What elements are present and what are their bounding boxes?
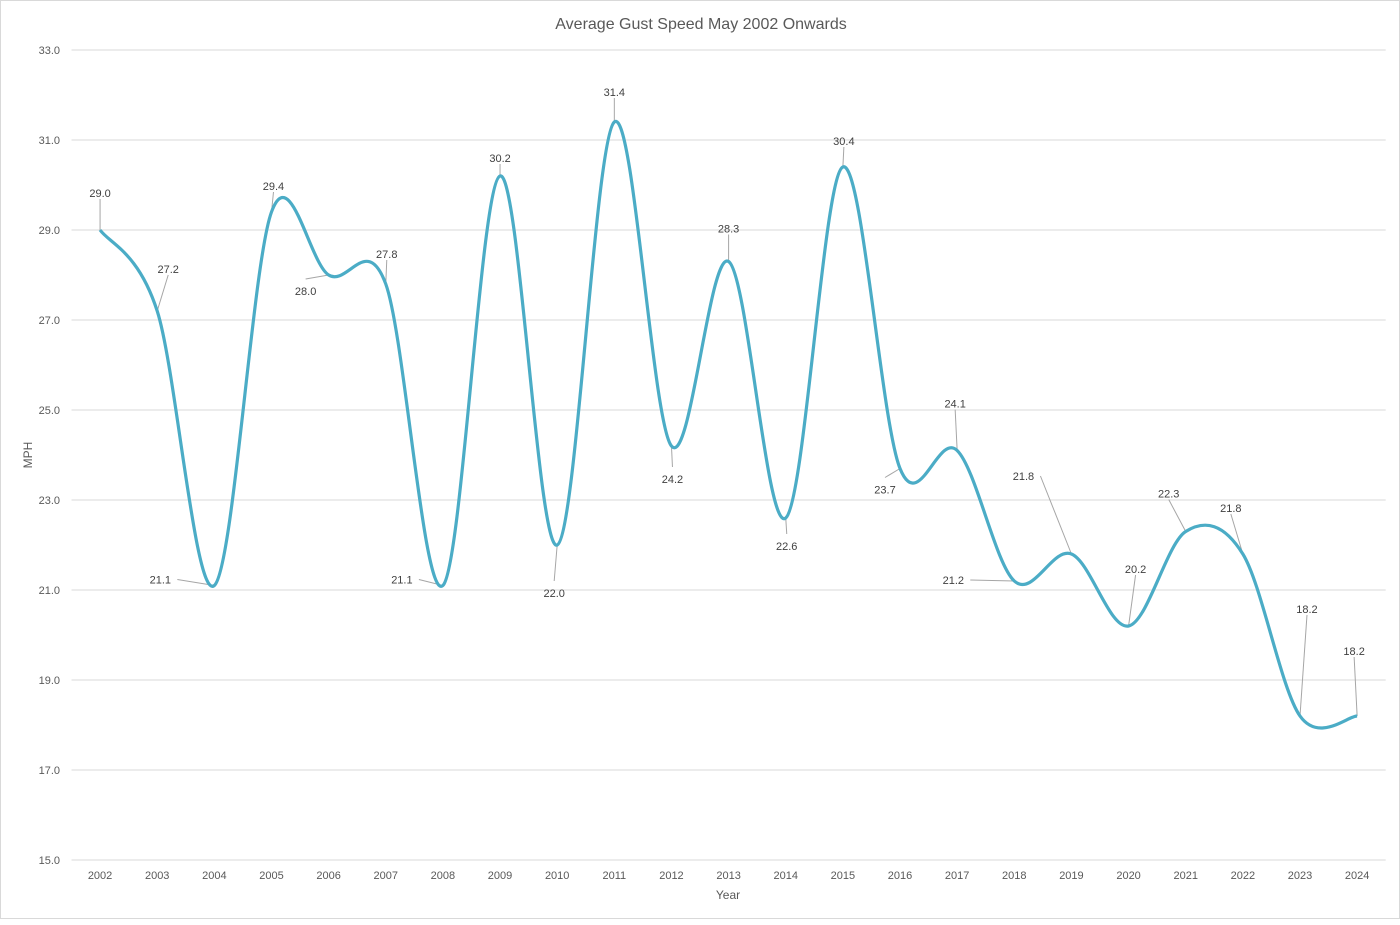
x-tick-label: 2020 <box>1116 870 1140 882</box>
leader-line <box>843 147 844 167</box>
x-tick-label: 2015 <box>831 870 855 882</box>
data-label: 30.2 <box>489 153 510 165</box>
leader-line <box>786 518 787 534</box>
data-label: 24.1 <box>944 399 965 411</box>
data-label: 20.2 <box>1125 564 1146 576</box>
leader-line <box>955 410 957 451</box>
leader-line <box>970 580 1014 581</box>
x-tick-label: 2007 <box>374 870 398 882</box>
leader-line <box>1169 500 1186 532</box>
x-axis-label: Year <box>716 888 740 902</box>
x-tick-label: 2017 <box>945 870 969 882</box>
data-label: 22.6 <box>776 541 797 553</box>
x-tick-label: 2023 <box>1288 870 1312 882</box>
x-tick-label: 2006 <box>316 870 340 882</box>
y-tick-label: 19.0 <box>39 675 60 687</box>
y-tick-label: 15.0 <box>39 855 60 867</box>
leader-line <box>671 446 672 467</box>
data-label: 21.1 <box>391 575 412 587</box>
leader-line <box>554 545 557 581</box>
leader-line <box>1231 514 1243 554</box>
leader-line <box>1129 575 1136 626</box>
x-tick-label: 2008 <box>431 870 455 882</box>
x-tick-label: 2021 <box>1173 870 1197 882</box>
x-tick-label: 2005 <box>259 870 283 882</box>
y-tick-label: 25.0 <box>39 405 60 417</box>
data-label: 28.3 <box>718 224 739 236</box>
x-tick-label: 2019 <box>1059 870 1083 882</box>
chart-title: Average Gust Speed May 2002 Onwards <box>555 16 846 33</box>
data-label: 23.7 <box>874 485 895 497</box>
y-tick-label: 33.0 <box>39 45 60 57</box>
x-tick-label: 2011 <box>602 870 626 882</box>
data-label: 27.8 <box>376 249 397 261</box>
data-label: 21.8 <box>1220 503 1241 515</box>
data-label: 22.3 <box>1158 489 1179 501</box>
x-tick-label: 2024 <box>1345 870 1369 882</box>
x-tick-label: 2010 <box>545 870 569 882</box>
data-label: 21.1 <box>150 575 171 587</box>
x-tick-label: 2003 <box>145 870 169 882</box>
data-label: 31.4 <box>604 87 625 99</box>
leader-line <box>885 469 900 478</box>
data-label: 18.2 <box>1296 604 1317 616</box>
x-tick-label: 2022 <box>1231 870 1255 882</box>
x-tick-label: 2009 <box>488 870 512 882</box>
data-label: 24.2 <box>662 474 683 486</box>
x-tick-label: 2013 <box>716 870 740 882</box>
data-label: 21.8 <box>1013 471 1034 483</box>
data-label: 22.0 <box>543 588 564 600</box>
x-tick-label: 2012 <box>659 870 683 882</box>
leader-line <box>306 275 329 279</box>
data-label: 30.4 <box>833 136 854 148</box>
series-line <box>100 121 1357 728</box>
leader-line <box>1040 476 1071 554</box>
y-tick-label: 17.0 <box>39 765 60 777</box>
x-tick-label: 2014 <box>773 870 797 882</box>
data-label: 29.4 <box>263 181 284 193</box>
y-tick-label: 23.0 <box>39 495 60 507</box>
y-tick-label: 27.0 <box>39 315 60 327</box>
leader-line <box>1354 657 1357 716</box>
x-tick-label: 2004 <box>202 870 226 882</box>
x-tick-label: 2002 <box>88 870 112 882</box>
data-label: 28.0 <box>295 286 316 298</box>
y-axis-label: MPH <box>21 442 35 469</box>
y-tick-label: 31.0 <box>39 135 60 147</box>
data-label: 29.0 <box>89 188 110 200</box>
leader-line <box>157 275 168 311</box>
leader-line <box>1300 615 1307 716</box>
y-tick-label: 29.0 <box>39 225 60 237</box>
x-tick-label: 2016 <box>888 870 912 882</box>
x-tick-label: 2018 <box>1002 870 1026 882</box>
data-label: 21.2 <box>943 575 964 587</box>
data-label: 18.2 <box>1343 646 1364 658</box>
y-tick-label: 21.0 <box>39 585 60 597</box>
data-label: 27.2 <box>157 264 178 276</box>
